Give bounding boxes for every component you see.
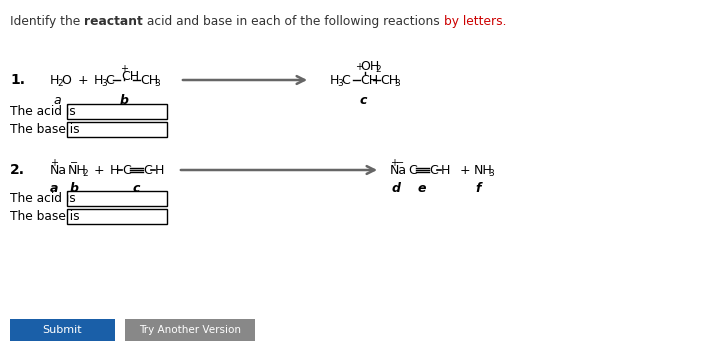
Text: +: + xyxy=(355,62,363,72)
Text: Try Another Version: Try Another Version xyxy=(139,325,241,335)
Text: by letters.: by letters. xyxy=(444,15,506,28)
Text: H: H xyxy=(50,74,60,87)
Text: b: b xyxy=(119,94,128,106)
Bar xyxy=(10,319,115,341)
Text: −: − xyxy=(70,158,78,168)
Text: CH: CH xyxy=(360,74,378,87)
Text: H: H xyxy=(155,163,164,177)
Text: O: O xyxy=(61,74,71,87)
Text: a: a xyxy=(53,94,61,106)
Text: Na: Na xyxy=(390,163,407,177)
Text: 2: 2 xyxy=(375,66,381,74)
Text: reactant: reactant xyxy=(84,15,143,28)
Text: The acid is: The acid is xyxy=(10,105,76,118)
Text: C: C xyxy=(122,163,131,177)
Bar xyxy=(67,122,167,137)
Text: 3: 3 xyxy=(101,79,107,88)
Text: d: d xyxy=(391,181,400,194)
Bar xyxy=(67,191,167,206)
Text: C: C xyxy=(341,74,350,87)
Text: acid and base in each of the following reactions: acid and base in each of the following r… xyxy=(143,15,444,28)
Text: 2: 2 xyxy=(57,79,62,88)
Text: +: + xyxy=(120,64,128,74)
Bar xyxy=(67,209,167,224)
Text: −: − xyxy=(396,158,404,168)
Text: 3: 3 xyxy=(488,169,494,178)
Text: C: C xyxy=(429,163,437,177)
Text: NH: NH xyxy=(68,163,87,177)
Text: 3: 3 xyxy=(154,79,160,88)
Text: OH: OH xyxy=(360,60,379,74)
Text: +: + xyxy=(78,74,88,87)
Text: 1.: 1. xyxy=(10,73,25,87)
Text: H: H xyxy=(94,74,103,87)
Text: H: H xyxy=(441,163,450,177)
Text: C: C xyxy=(105,74,114,87)
Text: The base is: The base is xyxy=(10,210,80,223)
Text: H: H xyxy=(330,74,339,87)
Text: NH: NH xyxy=(474,163,493,177)
Text: c: c xyxy=(360,94,367,106)
Text: The base is: The base is xyxy=(10,123,80,136)
Text: b: b xyxy=(69,181,79,194)
Text: CH: CH xyxy=(140,74,158,87)
Text: Identify the: Identify the xyxy=(10,15,84,28)
Text: Submit: Submit xyxy=(42,325,82,335)
Text: +: + xyxy=(460,163,470,177)
Text: H: H xyxy=(110,163,119,177)
Text: f: f xyxy=(475,181,481,194)
Text: c: c xyxy=(132,181,139,194)
Text: a: a xyxy=(50,181,58,194)
Text: CH: CH xyxy=(380,74,398,87)
Bar xyxy=(125,319,255,341)
Text: CH: CH xyxy=(121,69,139,82)
Text: +: + xyxy=(94,163,104,177)
Text: 2: 2 xyxy=(82,169,88,178)
Text: +: + xyxy=(390,158,398,168)
Text: +: + xyxy=(50,158,58,168)
Text: 2.: 2. xyxy=(10,163,25,177)
Text: 3: 3 xyxy=(394,79,400,88)
Text: e: e xyxy=(418,181,426,194)
Bar xyxy=(67,104,167,119)
Text: C: C xyxy=(143,163,151,177)
Text: 3: 3 xyxy=(337,79,343,88)
Text: C: C xyxy=(408,163,417,177)
Text: Na: Na xyxy=(50,163,67,177)
Text: The acid is: The acid is xyxy=(10,192,76,205)
